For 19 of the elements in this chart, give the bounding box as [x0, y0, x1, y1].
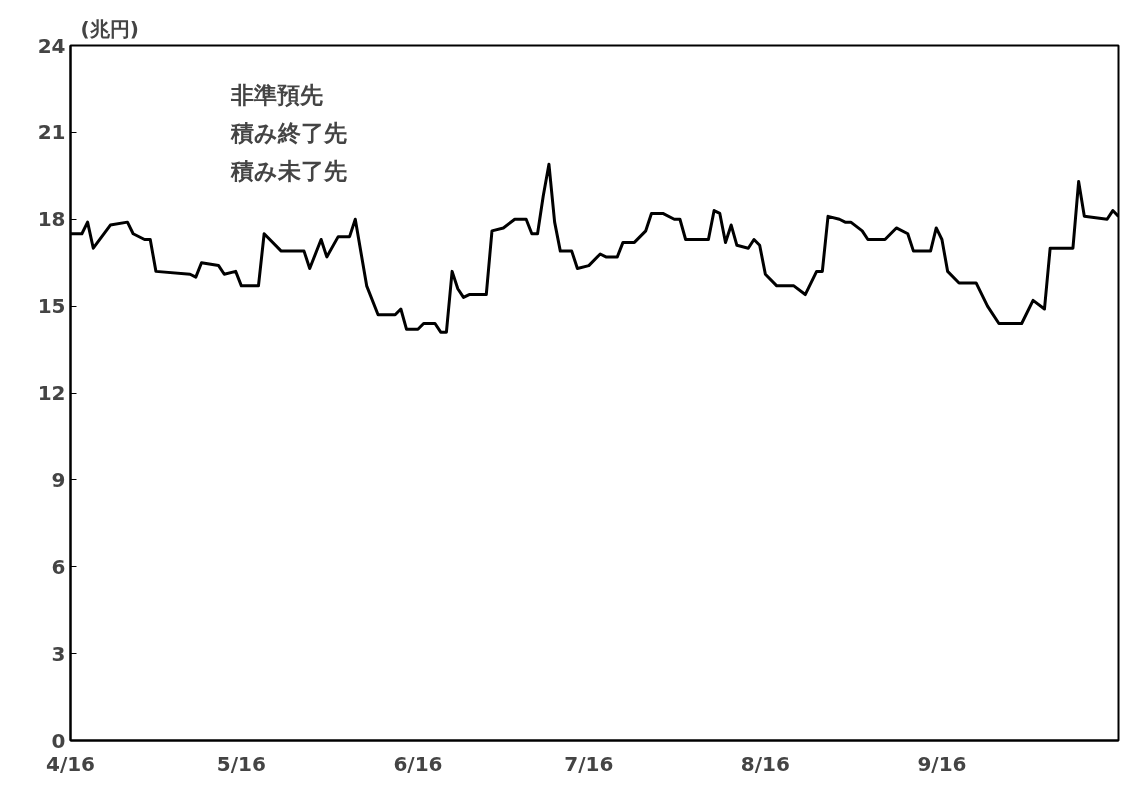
x-tick-label: 9/16 [917, 751, 967, 776]
x-tick-label: 7/16 [564, 751, 614, 776]
y-tick-label: 9 [51, 467, 66, 492]
y-tick-label: 24 [37, 33, 66, 58]
x-tick-label: 5/16 [216, 751, 266, 776]
annotation: 積み終了先 [229, 119, 347, 146]
x-tick-label: 4/16 [45, 751, 96, 776]
y-tick-label: 21 [37, 120, 66, 145]
y-tick-label: 12 [37, 381, 66, 405]
annotation: 積み未了先 [229, 157, 347, 184]
y-tick-label: 0 [51, 728, 66, 753]
y-tick-label: 6 [51, 554, 66, 579]
y-tick-label: 15 [37, 294, 66, 319]
y-axis-title: (兆円) [80, 16, 139, 41]
annotation: 非準預先 [229, 81, 323, 108]
x-tick-label: 8/16 [740, 751, 790, 776]
y-tick-label: 18 [37, 207, 66, 232]
x-tick-label: 6/16 [393, 751, 443, 776]
y-tick-label: 3 [51, 641, 66, 666]
